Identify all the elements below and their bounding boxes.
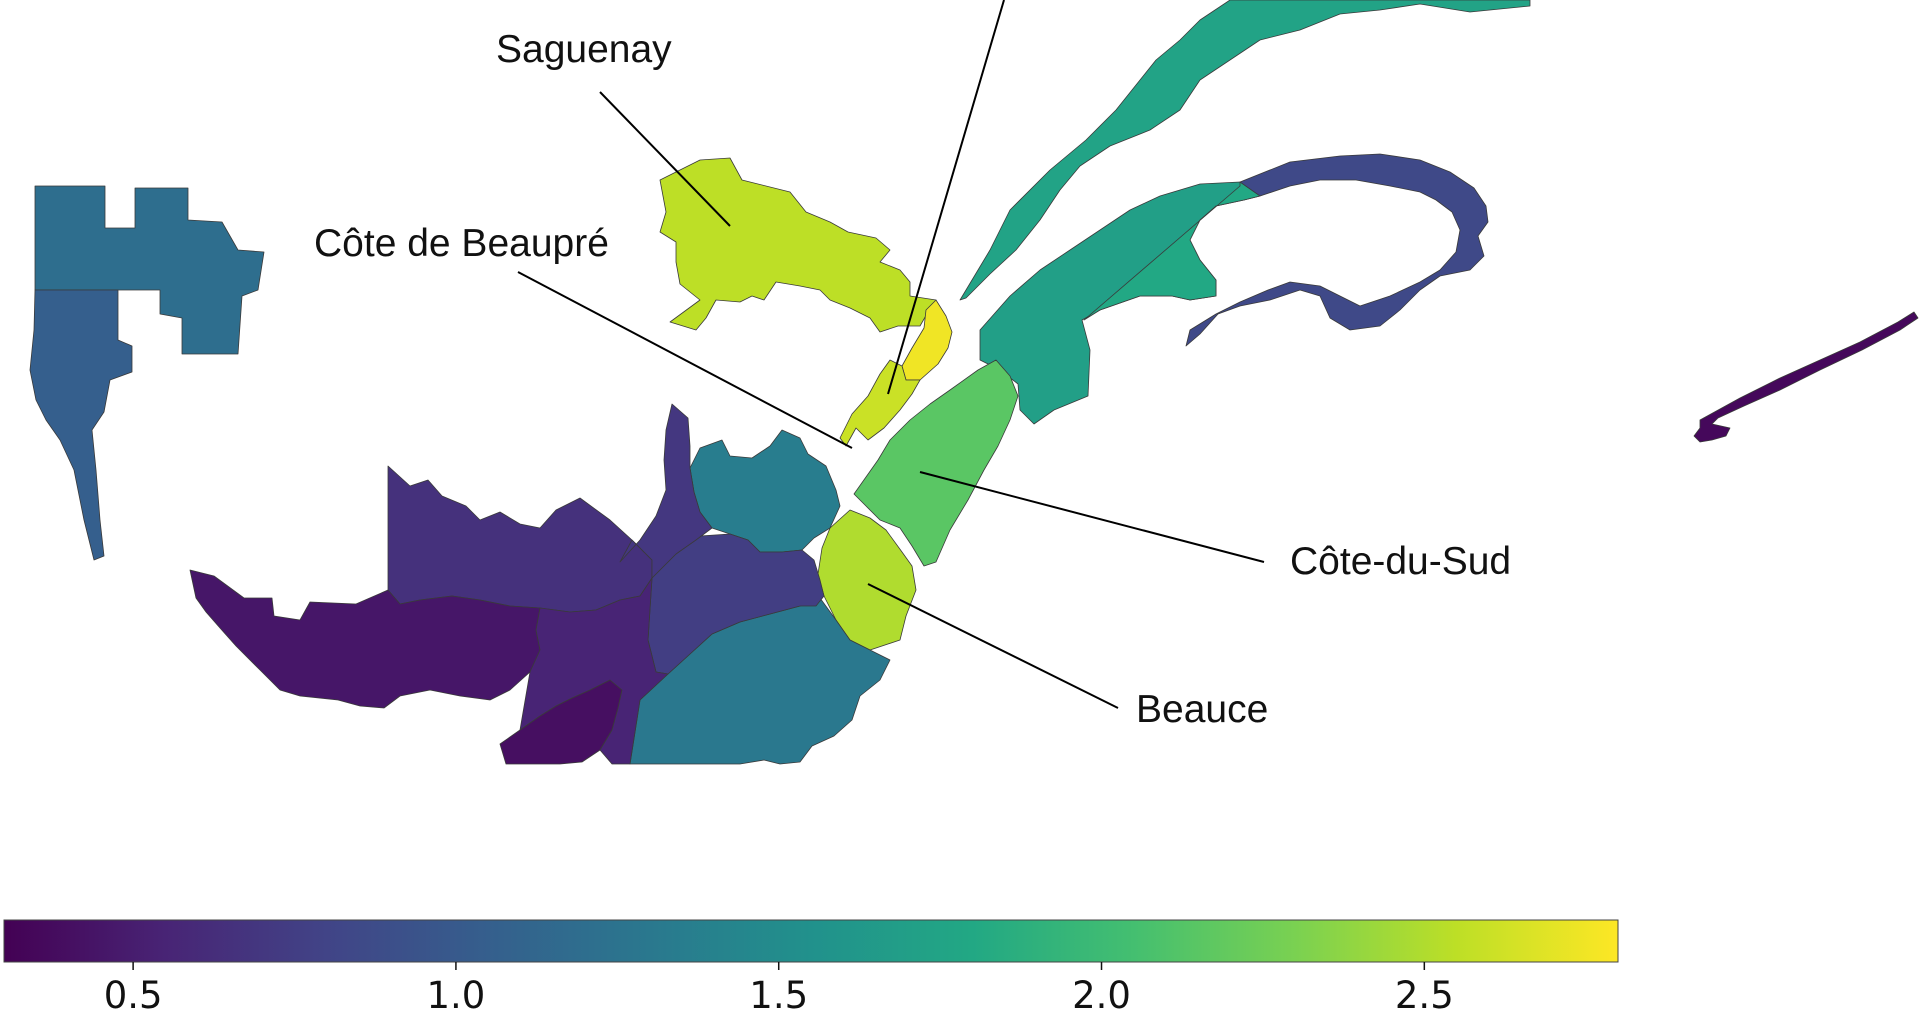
leader-line-beauce — [867, 583, 1119, 709]
label-beauce: Beauce — [1136, 688, 1268, 731]
colorbar: 0.5 1.0 1.5 2.0 2.5 — [3, 919, 1619, 1017]
region-west-upper — [34, 185, 265, 355]
leader-line-cote-du-sud — [919, 471, 1265, 563]
region-saguenay — [659, 157, 937, 333]
label-cote-de-beaupre: Côte de Beaupré — [314, 222, 609, 265]
colorbar-gradient — [3, 919, 1619, 963]
colorbar-tick-label: 2.0 — [1072, 974, 1131, 1017]
regions-layer — [29, 0, 1919, 765]
colorbar-tick-label: 1.5 — [749, 974, 808, 1017]
colorbar-tick-label: 0.5 — [104, 974, 163, 1017]
colorbar-tick-label: 1.0 — [426, 974, 485, 1017]
label-saguenay: Saguenay — [496, 28, 672, 71]
label-cote-du-sud: Côte-du-Sud — [1290, 540, 1511, 583]
region-magdalen — [1693, 311, 1919, 443]
region-monteregie — [519, 577, 669, 765]
region-mauricie — [689, 429, 841, 553]
leader-line-saguenay — [599, 91, 731, 227]
region-centre-du-quebec — [647, 533, 825, 675]
region-gaspesie — [1083, 181, 1261, 321]
leader-lines — [517, 0, 1265, 709]
leader-line-quebec-city — [887, 0, 1005, 395]
region-north-shore-east — [1185, 153, 1489, 347]
region-west-lower — [29, 289, 133, 561]
region-north-shore — [959, 0, 1531, 301]
region-laurentides — [387, 465, 653, 613]
colorbar-ticks: 0.5 1.0 1.5 2.0 2.5 — [104, 962, 1454, 1017]
colorbar-tick-label: 2.5 — [1395, 974, 1454, 1017]
region-cote-de-beaupre — [839, 359, 921, 447]
annotation-labels: Saguenay Côte de Beaupré Côte-du-Sud Bea… — [314, 28, 1511, 731]
region-cote-du-sud — [853, 359, 1019, 567]
leader-line-cote-de-beaupre — [517, 271, 853, 449]
